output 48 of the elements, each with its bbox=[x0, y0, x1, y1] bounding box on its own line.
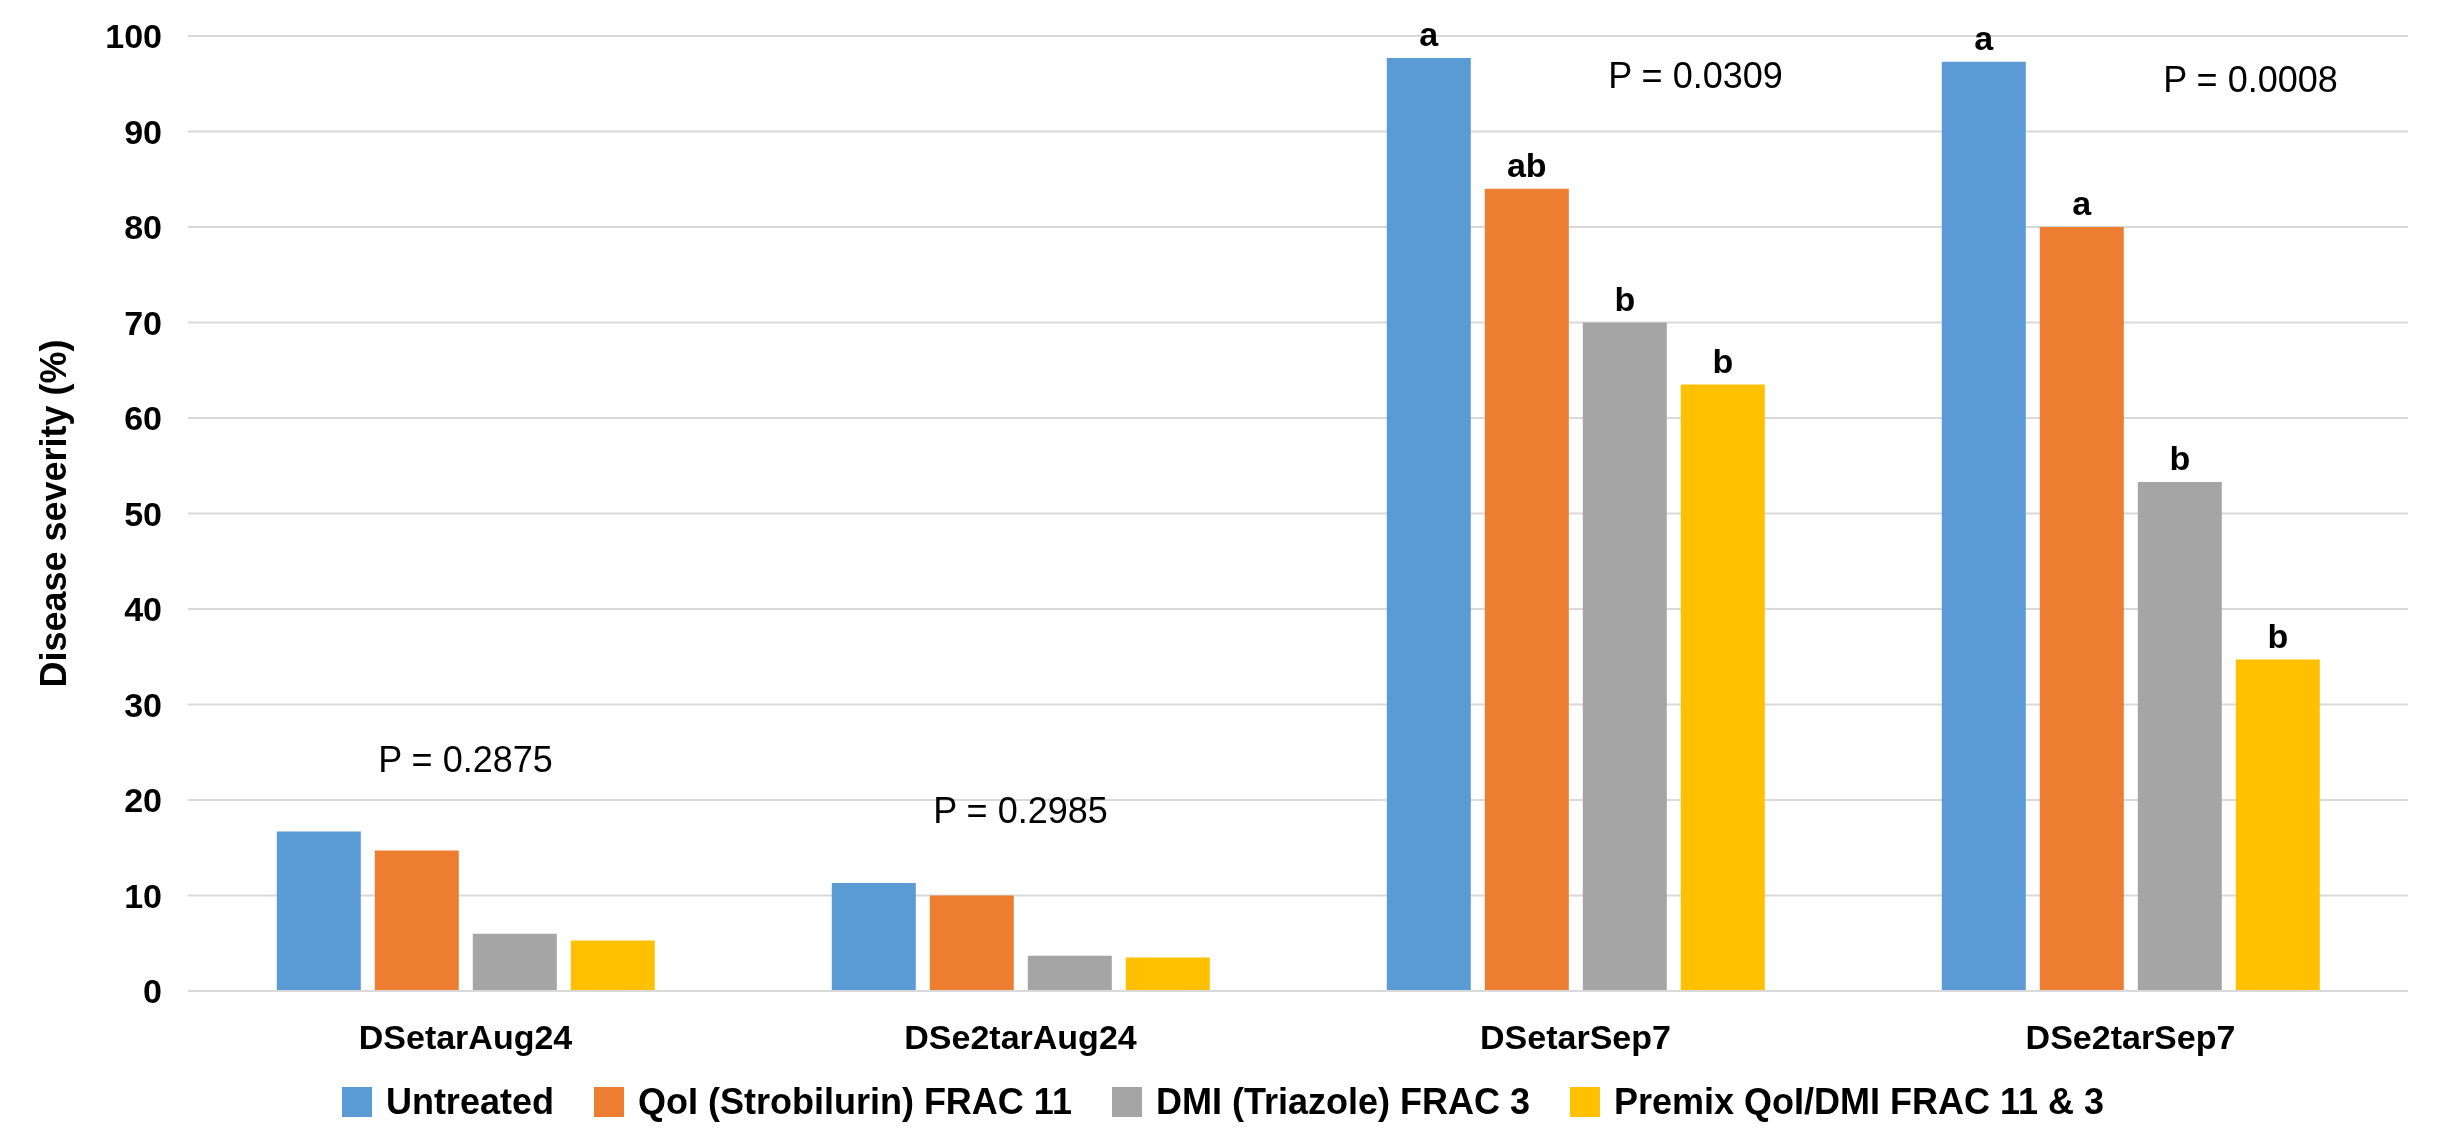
y-axis-title: Disease severity (%) bbox=[32, 339, 74, 688]
y-tick-label: 20 bbox=[124, 781, 162, 820]
bar bbox=[472, 933, 557, 991]
data-label: ab bbox=[1506, 145, 1547, 184]
annotation: P = 0.2985 bbox=[933, 790, 1108, 832]
bar bbox=[831, 883, 916, 991]
bar bbox=[1386, 57, 1471, 991]
bar bbox=[2039, 227, 2124, 991]
legend-label: Untreated bbox=[385, 1081, 554, 1123]
x-tick-label: DSe2tarAug24 bbox=[904, 1018, 1137, 1057]
y-tick-label: 10 bbox=[124, 876, 162, 915]
data-label: a bbox=[2072, 184, 2093, 222]
y-tick-label: 60 bbox=[124, 399, 162, 438]
legend-label: Premix QoI/DMI FRAC 11 & 3 bbox=[1613, 1081, 2105, 1123]
y-tick-label: 0 bbox=[143, 972, 162, 1011]
bar bbox=[276, 831, 361, 991]
data-label: a bbox=[1419, 14, 1440, 53]
y-tick-label: 100 bbox=[105, 17, 162, 56]
data-label: b bbox=[2169, 438, 2191, 477]
bar bbox=[1680, 384, 1765, 991]
bar bbox=[374, 850, 459, 991]
bar bbox=[2137, 481, 2222, 991]
bar bbox=[2235, 659, 2320, 991]
annotation: P = 0.0309 bbox=[1608, 54, 1783, 96]
bar bbox=[1484, 188, 1569, 991]
x-tick-label: DSe2tarSep7 bbox=[2025, 1018, 2236, 1057]
data-label: b bbox=[1712, 341, 1734, 380]
y-tick-label: 80 bbox=[124, 208, 162, 247]
bar bbox=[570, 940, 655, 991]
y-tick-label: 50 bbox=[124, 494, 162, 533]
bar bbox=[1125, 957, 1210, 991]
x-tick-label: DSetarSep7 bbox=[1480, 1018, 1671, 1057]
x-tick-label: DSetarAug24 bbox=[358, 1018, 573, 1057]
legend-label: QoI (Strobilurin) FRAC 11 bbox=[637, 1081, 1072, 1123]
data-label: b bbox=[2267, 616, 2289, 655]
y-tick-label: 90 bbox=[124, 112, 162, 151]
bar bbox=[1941, 61, 2026, 991]
bar bbox=[1027, 955, 1112, 991]
y-tick-label: 70 bbox=[124, 303, 162, 342]
annotation: P = 0.0008 bbox=[2163, 58, 2338, 100]
y-tick-label: 30 bbox=[124, 685, 162, 724]
data-label: b bbox=[1614, 279, 1636, 318]
annotation: P = 0.2875 bbox=[378, 738, 553, 780]
bar bbox=[929, 895, 1014, 991]
y-tick-label: 40 bbox=[124, 590, 162, 629]
bar bbox=[1582, 322, 1667, 991]
legend-label: DMI (Triazole) FRAC 3 bbox=[1155, 1081, 1530, 1123]
data-label: a bbox=[1974, 18, 1995, 57]
